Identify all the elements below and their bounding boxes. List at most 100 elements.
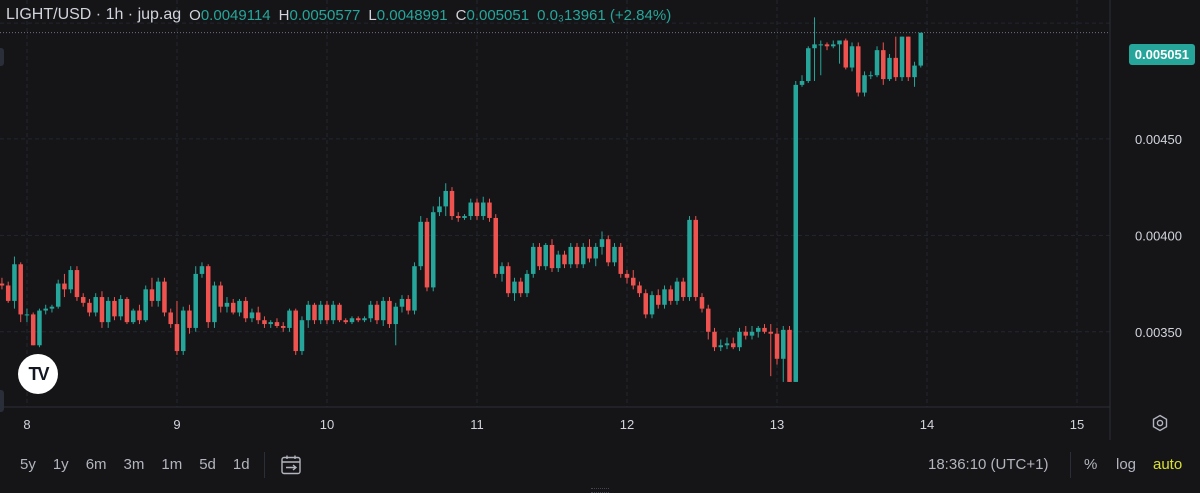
candle-body: [399, 298, 405, 307]
candle: [768, 324, 774, 377]
candle: [330, 300, 336, 325]
candle-body: [93, 297, 98, 313]
tradingview-logo-icon[interactable]: TV: [18, 354, 58, 394]
candle: [574, 243, 580, 269]
settings-gear-icon: [1152, 414, 1168, 432]
symbol-title[interactable]: LIGHT/USD · 1h · jup.ag: [6, 6, 182, 23]
candle: [537, 243, 542, 271]
candle-body: [781, 329, 786, 359]
candle: [187, 304, 192, 334]
candle: [212, 281, 217, 328]
candle: [380, 297, 386, 326]
candle: [199, 262, 205, 278]
auto-scale-toggle[interactable]: auto: [1153, 456, 1183, 473]
candle: [393, 302, 398, 346]
candle: [543, 243, 548, 271]
range-6m-button[interactable]: 6m: [85, 456, 107, 473]
candle: [699, 293, 705, 313]
close-value: 0.005051: [466, 6, 530, 24]
candle-body: [462, 216, 467, 218]
candle-body: [37, 310, 42, 346]
date-range-button[interactable]: [278, 452, 304, 478]
candle-body: [674, 281, 680, 301]
candle-body: [224, 302, 230, 307]
bottom-toolbar: 5y 1y 6m 3m 1m 5d 1d 18:36:10 (UTC+1) % …: [0, 440, 1200, 492]
candle-body: [449, 190, 455, 217]
candle: [806, 46, 811, 83]
candle-body: [405, 298, 411, 311]
candle: [856, 42, 861, 97]
candle-body: [174, 324, 180, 352]
change-value: 0.0₃13961 (+2.84%): [537, 6, 672, 24]
candle-body: [774, 333, 780, 359]
candle: [756, 325, 761, 338]
candle: [787, 325, 792, 382]
candle: [687, 216, 692, 301]
candle: [424, 217, 430, 292]
candle-body: [262, 320, 267, 325]
pane-resize-handle[interactable]: [591, 488, 609, 493]
range-3m-button[interactable]: 3m: [123, 456, 145, 473]
candle-body: [537, 246, 542, 267]
candle: [280, 322, 286, 332]
candle-body: [212, 285, 217, 323]
candle: [793, 81, 799, 382]
left-edge-handle-bottom[interactable]: [0, 390, 4, 412]
candle: [480, 196, 486, 220]
range-5d-button[interactable]: 5d: [199, 456, 216, 473]
candle: [906, 36, 911, 82]
candle: [518, 277, 523, 298]
log-scale-toggle[interactable]: log: [1116, 456, 1137, 473]
time-axis[interactable]: 8 9 10 11 12 13 14 15: [23, 417, 1084, 432]
range-1d-button[interactable]: 1d: [232, 456, 250, 473]
candle-body: [362, 318, 367, 321]
candle: [399, 295, 405, 313]
candle: [312, 302, 317, 325]
candle-body: [893, 57, 899, 78]
candle: [612, 243, 617, 267]
high-value: 0.0050577: [289, 6, 361, 24]
range-1y-button[interactable]: 1y: [52, 456, 69, 473]
candle: [887, 54, 892, 82]
candle: [374, 300, 380, 325]
candle-body: [768, 331, 774, 334]
candle: [812, 17, 817, 82]
candle: [124, 297, 130, 325]
range-5y-button[interactable]: 5y: [20, 456, 36, 473]
candle: [343, 318, 348, 325]
candle: [387, 297, 392, 328]
candle-body: [599, 239, 605, 247]
candle-body: [230, 302, 236, 313]
toolbar-divider: [264, 452, 265, 478]
candle-body: [62, 283, 67, 290]
candle-body: [318, 304, 323, 321]
candle-body: [424, 221, 430, 288]
candle: [293, 308, 298, 355]
percent-scale-toggle[interactable]: %: [1084, 456, 1098, 473]
candle-body: [812, 44, 817, 49]
chart-settings-button[interactable]: [1150, 413, 1170, 433]
candle-body: [593, 246, 598, 259]
candle: [918, 32, 924, 68]
left-edge-handle-top[interactable]: [0, 48, 4, 66]
clock-timezone[interactable]: 18:36:10 (UTC+1): [928, 456, 1049, 473]
time-tick-label: 12: [620, 417, 634, 432]
candle-body: [155, 281, 161, 301]
candle: [524, 270, 530, 298]
candle-body: [881, 50, 886, 80]
candle: [218, 281, 223, 313]
candle-body: [724, 343, 730, 346]
low-key: L: [368, 6, 377, 24]
candle-body: [568, 246, 573, 265]
candle: [862, 71, 867, 97]
candle: [137, 304, 142, 325]
candle: [87, 298, 92, 317]
candle: [262, 316, 267, 328]
range-1m-button[interactable]: 1m: [161, 456, 183, 473]
chart-legend: LIGHT/USD · 1h · jup.ag O0.0049114 H0.00…: [6, 4, 671, 26]
price-axis[interactable]: 0.00350 0.00400 0.00450: [1135, 132, 1182, 340]
candle-body: [149, 289, 155, 301]
candle: [49, 304, 55, 313]
candle: [593, 243, 598, 267]
